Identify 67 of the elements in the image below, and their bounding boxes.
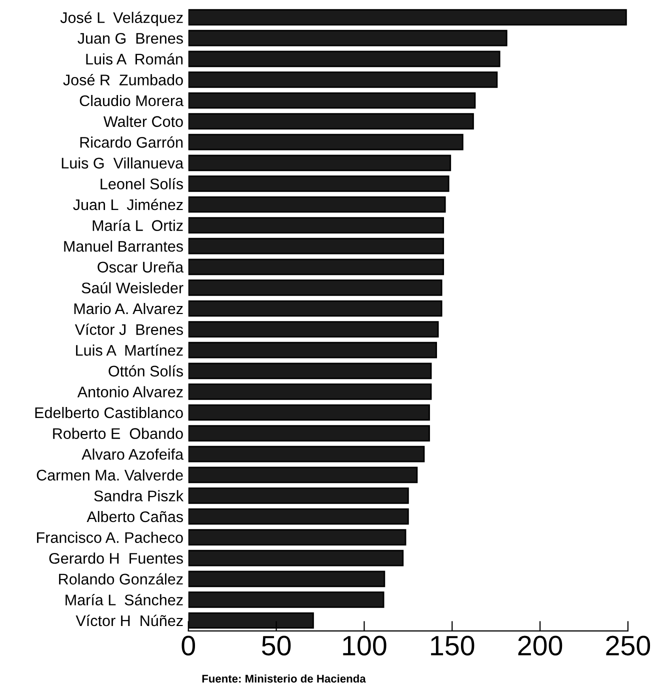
bar bbox=[188, 446, 425, 462]
y-tick-label: Francisco A. Pacheco bbox=[37, 532, 183, 543]
bar bbox=[188, 384, 432, 400]
bar bbox=[188, 529, 406, 546]
bar bbox=[188, 550, 404, 566]
bar bbox=[188, 50, 500, 68]
y-tick-label: Alberto Cañas bbox=[86, 510, 183, 522]
y-tick-label: Claudio Morera bbox=[80, 94, 184, 106]
y-tick-label: Leonel Solís bbox=[100, 178, 183, 190]
bar bbox=[188, 196, 446, 213]
bar bbox=[188, 592, 384, 608]
y-tick-label: Edelberto Castiblanco bbox=[35, 406, 183, 418]
y-tick-label: Luis A Martínez bbox=[76, 344, 183, 356]
y-tick-label: Víctor J Brenes bbox=[74, 324, 183, 335]
bar bbox=[188, 362, 432, 380]
y-tick-label: Oscar Ureña bbox=[98, 261, 184, 273]
bar bbox=[188, 92, 476, 109]
y-tick-label: Manuel Barrantes bbox=[64, 240, 183, 252]
x-tick-label: 0 bbox=[182, 636, 196, 656]
y-tick-label: Roberto E Obando bbox=[53, 428, 183, 439]
y-tick-label: Ricardo Garrón bbox=[80, 136, 183, 148]
y-tick-label: Mario A. Alvarez bbox=[74, 302, 183, 314]
y-tick-label: José L Velázquez bbox=[60, 12, 183, 26]
bar bbox=[188, 612, 314, 629]
bar bbox=[188, 300, 442, 317]
y-tick-label: Víctor H Núñez bbox=[76, 614, 183, 626]
bar bbox=[188, 404, 430, 421]
y-tick-label: María L Ortiz bbox=[92, 220, 183, 231]
x-tick-label: 50 bbox=[262, 636, 291, 656]
bar bbox=[188, 9, 627, 26]
y-tick-label: Alvaro Azofeifa bbox=[82, 448, 184, 460]
bar bbox=[188, 176, 450, 192]
bar bbox=[188, 570, 386, 588]
bar bbox=[188, 113, 474, 130]
y-tick-label: Rolando González bbox=[59, 573, 183, 585]
bar bbox=[188, 217, 444, 234]
y-tick-label: Sandra Piszk bbox=[94, 490, 184, 502]
y-tick-label: Ottón Solís bbox=[108, 365, 183, 377]
y-tick-label: Carmen Ma. Valverde bbox=[36, 469, 183, 481]
y-tick-label: Luis A Román bbox=[86, 53, 183, 65]
x-tick-label: 150 bbox=[431, 636, 474, 656]
bar bbox=[188, 488, 409, 504]
y-tick-label: Antonio Alvarez bbox=[77, 386, 183, 398]
bar bbox=[188, 258, 444, 276]
y-tick-label: Gerardo H Fuentes bbox=[49, 552, 183, 564]
y-tick-label: Juan L Jiménez bbox=[73, 198, 183, 210]
x-tick-label: 250 bbox=[606, 636, 650, 656]
bar bbox=[188, 342, 437, 358]
source-note: Fuente: Ministerio de Hacienda bbox=[202, 674, 366, 683]
bar bbox=[188, 30, 508, 46]
bar bbox=[188, 321, 439, 338]
y-tick-label: Juan G Brenes bbox=[78, 32, 183, 44]
bar bbox=[188, 134, 464, 150]
bar bbox=[188, 72, 498, 88]
bar bbox=[188, 508, 409, 525]
y-tick-label: Saúl Weisleder bbox=[82, 282, 184, 294]
x-tick-label: 200 bbox=[518, 636, 562, 656]
bar bbox=[188, 280, 442, 296]
y-tick-label: José R Zumbado bbox=[63, 74, 183, 86]
bar bbox=[188, 154, 452, 172]
bar bbox=[188, 238, 444, 254]
bar bbox=[188, 425, 430, 442]
y-tick-label: Walter Coto bbox=[104, 116, 183, 127]
y-tick-label: María L Sánchez bbox=[66, 594, 183, 606]
x-tick-label: 100 bbox=[343, 636, 386, 656]
y-tick-label: Luis G Villanueva bbox=[62, 157, 184, 169]
bar bbox=[188, 466, 418, 484]
